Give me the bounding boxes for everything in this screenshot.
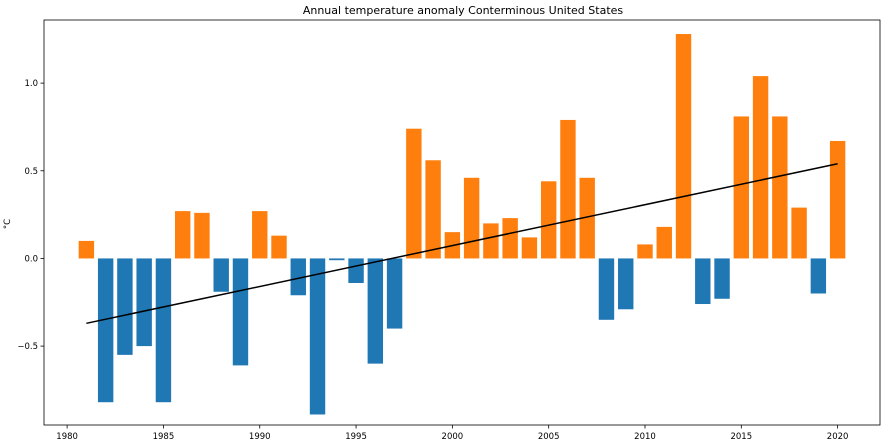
y-axis-label: °C xyxy=(3,219,13,229)
bar-1993 xyxy=(309,258,326,415)
x-tick-label: 2015 xyxy=(730,432,752,442)
bar-2015 xyxy=(733,116,750,259)
bar-2008 xyxy=(598,258,615,320)
bar-1989 xyxy=(232,258,249,366)
bar-1988 xyxy=(213,258,229,292)
bar-1992 xyxy=(290,258,306,296)
bar-2018 xyxy=(791,207,807,259)
x-tick-label: 2020 xyxy=(827,432,849,442)
bar-2017 xyxy=(772,116,788,259)
bar-2007 xyxy=(579,177,595,259)
x-tick-label: 1990 xyxy=(249,432,271,442)
bar-1991 xyxy=(271,235,287,259)
bar-2011 xyxy=(656,226,672,259)
plot-frame xyxy=(43,19,881,426)
y-tick-label: 1.0 xyxy=(24,79,38,89)
bar-2014 xyxy=(714,258,730,299)
bar-2019 xyxy=(810,258,827,294)
y-tick-label: −0.5 xyxy=(17,342,38,352)
y-tick-label: 0.0 xyxy=(24,254,38,264)
trend-group xyxy=(86,163,838,325)
bar-1990 xyxy=(252,211,268,259)
bar-1995 xyxy=(348,258,364,283)
bar-2004 xyxy=(521,237,538,259)
bar-2002 xyxy=(483,223,499,259)
bar-1982 xyxy=(97,258,114,403)
x-tick-label: 2005 xyxy=(538,432,560,442)
bar-1984 xyxy=(136,258,152,347)
bar-1994 xyxy=(329,258,345,261)
bar-1997 xyxy=(386,258,403,329)
x-tick-label: 1980 xyxy=(56,432,78,442)
bar-1987 xyxy=(194,212,210,259)
bar-2016 xyxy=(752,76,769,259)
bar-1998 xyxy=(406,128,422,259)
bars-group xyxy=(78,34,846,415)
chart-title: Annual temperature anomaly Conterminous … xyxy=(303,4,624,17)
bar-1983 xyxy=(117,258,133,355)
trend-line xyxy=(86,163,838,325)
axes-group: 1980 1985 1990 1995 2000 2005 2010 2015 2020 −0.5… xyxy=(17,19,881,442)
bar-1985 xyxy=(155,258,172,403)
bar-2005 xyxy=(540,181,557,259)
x-tick-label: 1985 xyxy=(153,432,175,442)
bar-2001 xyxy=(463,177,480,259)
bar-2012 xyxy=(675,34,692,259)
y-tick-label: 0.5 xyxy=(24,167,38,177)
bar-1986 xyxy=(174,211,191,259)
bar-2009 xyxy=(618,258,634,310)
x-tick-label: 2000 xyxy=(442,432,464,442)
bar-2020 xyxy=(829,140,846,259)
bar-1981 xyxy=(78,240,95,259)
bar-2013 xyxy=(695,258,711,305)
bar-1996 xyxy=(367,258,384,364)
bar-1999 xyxy=(425,160,441,259)
bar-2006 xyxy=(560,119,576,259)
bar-2003 xyxy=(502,218,518,259)
x-tick-label: 1995 xyxy=(345,432,367,442)
bar-2010 xyxy=(637,244,653,259)
x-tick-label: 2010 xyxy=(634,432,656,442)
